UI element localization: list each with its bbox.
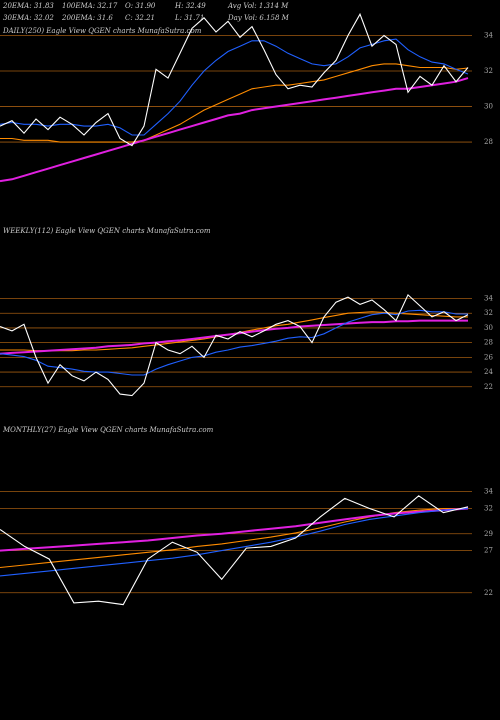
y-tick-label: 32 (484, 67, 493, 75)
y-tick-label: 27 (484, 547, 493, 555)
stat: 30EMA: 32.02 (3, 14, 54, 22)
series-line (0, 12, 469, 147)
panel-title: DAILY(250) Eagle View QGEN charts Munafa… (2, 27, 202, 35)
panel-title: WEEKLY(112) Eagle View QGEN charts Munaf… (3, 227, 211, 235)
panel-title: MONTHLY(27) Eagle View QGEN charts Munaf… (2, 426, 214, 434)
stat: H: 32.49 (174, 2, 206, 10)
stat: O: 31.90 (125, 2, 156, 10)
series-line (0, 309, 468, 376)
y-tick-label: 32 (484, 504, 493, 512)
y-tick-label: 34 (484, 488, 493, 496)
series-line (0, 507, 468, 569)
series-line (0, 495, 469, 606)
y-tick-label: 22 (484, 589, 493, 597)
y-tick-label: 28 (484, 138, 493, 146)
y-tick-label: 22 (484, 383, 493, 391)
stat: Day Vol: 6.158 M (227, 14, 290, 22)
stat: 200EMA: 31.6 (61, 14, 113, 22)
y-tick-label: 32 (484, 309, 493, 317)
y-tick-label: 28 (484, 339, 493, 347)
y-tick-label: 34 (484, 32, 493, 40)
series-line (0, 77, 469, 183)
y-tick-label: 34 (484, 295, 493, 303)
stat: 100EMA: 32.17 (62, 2, 118, 10)
y-tick-label: 26 (484, 353, 493, 361)
stat: 20EMA: 31.83 (2, 2, 54, 10)
y-tick-label: 24 (484, 368, 493, 376)
y-tick-label: 29 (484, 530, 493, 538)
stat: L: 31.71 (174, 14, 204, 22)
stat: C: 32.21 (125, 14, 155, 22)
series-line (0, 293, 469, 397)
y-tick-label: 30 (484, 324, 493, 332)
series-line (0, 507, 469, 577)
series-line (0, 507, 469, 552)
series-line (0, 319, 468, 355)
y-tick-label: 30 (484, 103, 493, 111)
stat: Avg Vol: 1.314 M (227, 2, 289, 10)
series-line (0, 63, 469, 143)
